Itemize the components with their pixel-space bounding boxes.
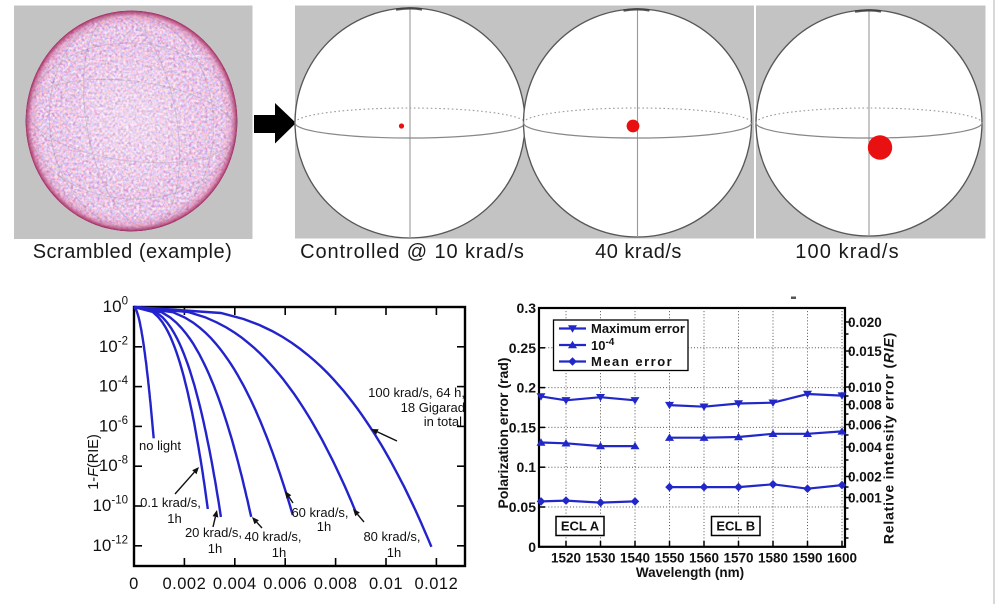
svg-text:1h: 1h	[272, 545, 286, 560]
svg-text:0.25: 0.25	[509, 340, 536, 356]
svg-text:10-2: 10-2	[99, 335, 128, 356]
svg-text:0.1 krad/s,: 0.1 krad/s,	[140, 495, 201, 510]
svg-text:0: 0	[528, 539, 536, 555]
svg-text:100: 100	[103, 296, 128, 317]
svg-text:0.015: 0.015	[848, 344, 882, 359]
svg-text:18 Gigarad: 18 Gigarad	[401, 400, 465, 415]
svg-text:1560: 1560	[689, 551, 719, 566]
svg-text:0.006: 0.006	[263, 575, 307, 593]
svg-text:1-F(RIE): 1-F(RIE)	[86, 434, 102, 490]
svg-text:Maximum error: Maximum error	[591, 321, 685, 336]
svg-text:80 krad/s,: 80 krad/s,	[363, 529, 420, 544]
svg-text:0.2: 0.2	[517, 380, 537, 396]
svg-text:0.008: 0.008	[314, 575, 358, 593]
svg-text:in total: in total	[424, 414, 462, 429]
svg-text:1h: 1h	[317, 519, 331, 534]
svg-text:0.008: 0.008	[848, 398, 882, 413]
svg-text:1550: 1550	[654, 551, 684, 566]
svg-text:1530: 1530	[585, 551, 615, 566]
svg-text:40 krad/s,: 40 krad/s,	[244, 529, 301, 544]
svg-text:Mean error: Mean error	[591, 354, 673, 369]
svg-text:10-10: 10-10	[92, 495, 128, 516]
svg-text:100 krad/s: 100 krad/s	[795, 241, 899, 263]
svg-text:0.1: 0.1	[517, 459, 537, 475]
svg-text:1580: 1580	[758, 551, 788, 566]
svg-text:20 krad/s,: 20 krad/s,	[185, 525, 242, 540]
svg-text:1540: 1540	[620, 551, 650, 566]
svg-text:0: 0	[129, 575, 139, 593]
svg-text:40 krad/s: 40 krad/s	[595, 241, 682, 263]
svg-text:Controlled @ 10 krad/s: Controlled @ 10 krad/s	[300, 241, 525, 263]
svg-text:1570: 1570	[723, 551, 753, 566]
svg-text:0.020: 0.020	[848, 315, 882, 330]
svg-text:60 krad/s,: 60 krad/s,	[291, 505, 348, 520]
svg-text:1h: 1h	[208, 541, 222, 556]
svg-text:10-8: 10-8	[99, 455, 128, 476]
svg-text:Polarization error (rad): Polarization error (rad)	[495, 358, 511, 509]
svg-text:1h: 1h	[167, 511, 181, 526]
svg-text:100 krad/s, 64 h,: 100 krad/s, 64 h,	[368, 385, 465, 400]
svg-text:Relative intensity error (RIE): Relative intensity error (RIE)	[881, 332, 897, 544]
svg-text:0.05: 0.05	[509, 499, 536, 515]
svg-text:1600: 1600	[827, 551, 857, 566]
svg-text:1h: 1h	[387, 545, 401, 560]
svg-text:no light: no light	[139, 438, 181, 453]
svg-text:0.3: 0.3	[517, 300, 537, 316]
svg-text:0.001: 0.001	[848, 491, 882, 506]
svg-text:10-12: 10-12	[92, 534, 128, 555]
svg-text:0.010: 0.010	[848, 380, 882, 395]
svg-text:0.002: 0.002	[848, 470, 882, 485]
svg-text:10-4: 10-4	[99, 375, 129, 396]
svg-text:0.006: 0.006	[848, 418, 882, 433]
svg-text:10-6: 10-6	[99, 415, 128, 436]
svg-text:ECL A: ECL A	[561, 519, 600, 534]
svg-text:Scrambled (example): Scrambled (example)	[33, 241, 233, 263]
svg-text:Wavelength (nm): Wavelength (nm)	[636, 565, 744, 580]
svg-text:0.012: 0.012	[415, 575, 459, 593]
svg-text:0.004: 0.004	[848, 440, 882, 455]
svg-text:ECL B: ECL B	[716, 519, 755, 534]
svg-text:1590: 1590	[792, 551, 822, 566]
svg-text:0.01: 0.01	[369, 575, 403, 593]
svg-text:1520: 1520	[551, 551, 581, 566]
svg-text:0.15: 0.15	[509, 419, 536, 435]
svg-text:0.002: 0.002	[163, 575, 207, 593]
svg-text:0.004: 0.004	[213, 575, 257, 593]
